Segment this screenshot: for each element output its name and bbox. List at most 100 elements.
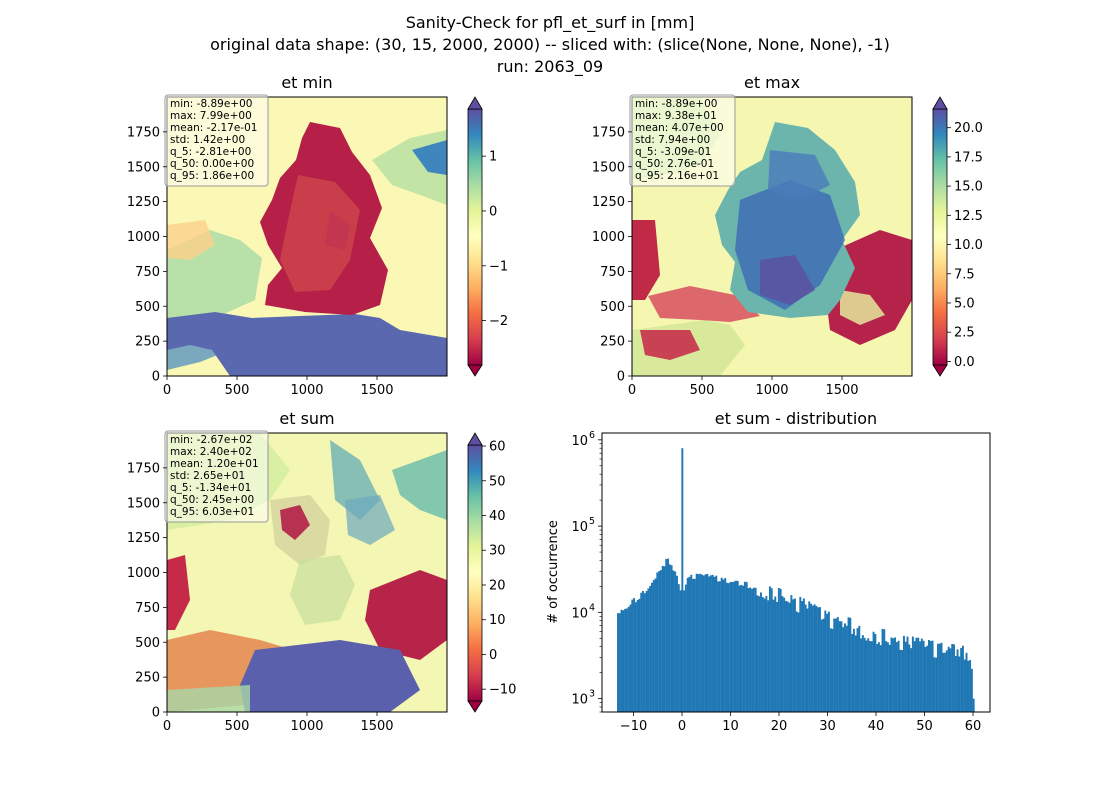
- histogram-bar: [618, 613, 621, 712]
- histogram-bar: [740, 584, 743, 712]
- histogram-bar: [693, 578, 696, 712]
- histogram-bar: [953, 644, 955, 712]
- colorbar: 60 50 40 30 20 10 0 −10: [467, 432, 516, 713]
- histogram-bar: [815, 605, 818, 712]
- x-tick-label: 0: [163, 383, 171, 398]
- y-tick-label: 1500: [127, 160, 160, 175]
- histogram-bar: [888, 644, 891, 712]
- histogram-bar: [649, 585, 652, 712]
- histogram-bar: [727, 583, 730, 712]
- colorbar-tick-label: 1: [489, 150, 497, 165]
- histogram-bar: [910, 648, 913, 712]
- colorbar-tick-label: 10.0: [954, 238, 983, 253]
- histogram-bar: [781, 596, 784, 712]
- histogram-bar: [772, 599, 775, 712]
- histogram-bar: [904, 641, 907, 712]
- histogram-bar: [663, 566, 666, 712]
- histogram-bar: [936, 643, 939, 712]
- histogram-bar: [926, 645, 929, 712]
- colorbar-tick-label: 30: [489, 544, 506, 559]
- y-tick-label: 1750: [127, 461, 160, 476]
- histogram-bar: [817, 607, 820, 712]
- histogram-bar: [690, 574, 693, 712]
- histogram-bar: [733, 581, 736, 712]
- y-tick-label: 1000: [127, 230, 160, 245]
- stat-line: std: 2.65e+01: [170, 470, 245, 482]
- stat-line: std: 7.94e+00: [635, 134, 710, 146]
- stat-line: q_5: -1.34e+01: [170, 482, 251, 494]
- histogram-bar: [718, 581, 721, 712]
- histogram-bar: [658, 571, 661, 712]
- histogram-bar: [969, 660, 972, 712]
- histogram-bar: [954, 655, 957, 712]
- histogram-bar: [702, 575, 705, 712]
- histogram-bar: [659, 570, 662, 712]
- x-tick-label: 1000: [290, 383, 323, 398]
- x-tick-label: 1500: [360, 719, 393, 734]
- histogram-bar: [729, 581, 732, 712]
- histogram-bar: [699, 573, 702, 712]
- histogram-bar: [620, 609, 623, 712]
- histogram-bar: [670, 565, 673, 712]
- histogram-bar: [643, 593, 646, 712]
- histogram-bar: [892, 638, 895, 712]
- stat-line: mean: 4.07e+00: [635, 122, 724, 134]
- histogram-bar: [967, 660, 970, 712]
- histogram-bar: [731, 582, 734, 712]
- histogram-bar: [695, 573, 698, 712]
- histogram-bar: [797, 612, 800, 712]
- panel-title: et max: [744, 73, 800, 92]
- histogram-bar: [922, 640, 925, 712]
- histogram-bar: [808, 601, 811, 712]
- y-tick-exponent: 5: [589, 516, 595, 527]
- histogram-bar: [625, 608, 628, 712]
- histogram-bar: [885, 641, 888, 712]
- histogram-bar: [674, 571, 677, 712]
- colorbar-tick-label: 17.5: [954, 150, 983, 165]
- x-tick-label: 30: [819, 719, 836, 734]
- histogram-bar: [940, 642, 943, 712]
- y-tick-label: 1250: [127, 195, 160, 210]
- y-tick-label: 1500: [592, 160, 625, 175]
- histogram-bar: [765, 596, 768, 712]
- stat-line: q_50: 0.00e+00: [170, 158, 254, 170]
- histogram-bar: [945, 650, 948, 712]
- histogram-bar: [847, 617, 850, 712]
- histogram-bar: [760, 592, 762, 712]
- colorbar-tick-label: 50: [489, 474, 506, 489]
- histogram-bar: [677, 584, 680, 712]
- histogram-bar: [949, 648, 952, 712]
- histogram-bar: [822, 618, 825, 712]
- histogram-bar: [920, 638, 923, 712]
- histogram-bar: [667, 558, 670, 712]
- histogram-bar: [804, 604, 807, 712]
- y-tick-label: 750: [135, 601, 160, 616]
- histogram-bar: [902, 635, 905, 712]
- x-tick-label: 500: [225, 383, 250, 398]
- x-tick-label: −10: [620, 719, 647, 734]
- histogram-bar: [631, 599, 634, 712]
- histogram-bar: [961, 645, 964, 712]
- histogram-bar: [810, 603, 812, 712]
- colorbar-tick-label: 20: [489, 578, 506, 593]
- histogram-bar: [763, 598, 766, 712]
- histogram-bar: [897, 640, 900, 712]
- histogram-bar: [786, 601, 789, 712]
- histogram-bar: [844, 623, 846, 712]
- histogram-bar: [911, 636, 914, 712]
- x-tick-label: 500: [225, 719, 250, 734]
- histogram-bar: [634, 602, 637, 712]
- y-tick-label: 0: [617, 370, 625, 385]
- histogram-bar: [676, 575, 678, 712]
- histogram-bar: [874, 634, 877, 712]
- histogram-bar: [835, 618, 838, 712]
- histogram-bar: [870, 641, 873, 712]
- histogram-bar: [785, 600, 787, 712]
- histogram-bar: [799, 596, 802, 712]
- histogram-bar: [743, 581, 746, 712]
- histogram-bar: [906, 636, 909, 712]
- colorbar-tick-label: −1: [489, 259, 508, 274]
